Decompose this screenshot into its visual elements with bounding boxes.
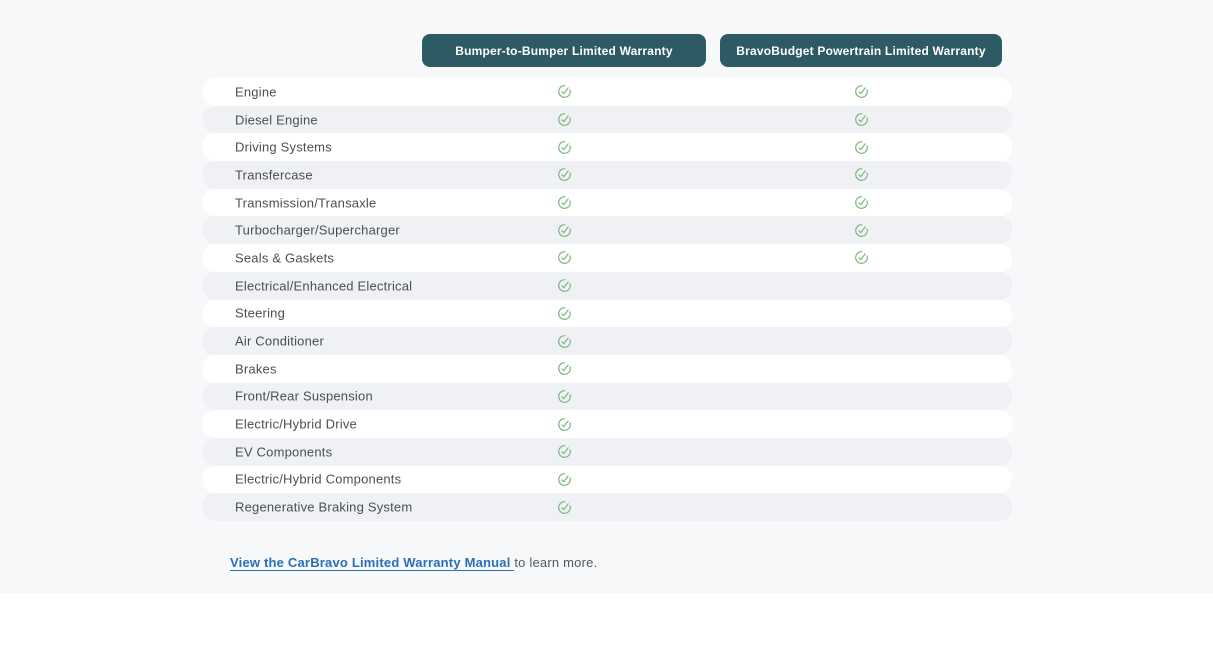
bumper-check-cell — [556, 195, 572, 211]
component-label: Electrical/Enhanced Electrical — [235, 278, 413, 294]
powertrain-check-cell — [853, 139, 869, 155]
check-circle-icon — [854, 196, 868, 210]
check-circle-icon — [854, 251, 868, 265]
column-header-bumper-to-bumper: Bumper-to-Bumper Limited Warranty — [422, 34, 706, 67]
check-circle-icon — [557, 85, 571, 99]
bumper-check-cell — [556, 167, 572, 183]
powertrain-check-cell — [853, 84, 869, 100]
component-label: Transmission/Transaxle — [235, 195, 377, 211]
check-circle-icon — [854, 85, 868, 99]
bumper-check-cell — [556, 222, 572, 238]
check-circle-icon — [557, 334, 571, 348]
bumper-check-cell — [556, 388, 572, 404]
warranty-table: Engine Diesel Engine — [203, 78, 1012, 521]
check-circle-icon — [557, 279, 571, 293]
bumper-check-cell — [556, 444, 572, 460]
component-label: Electric/Hybrid Drive — [235, 416, 357, 432]
component-label: Brakes — [235, 361, 277, 377]
table-row: Electric/Hybrid Components — [203, 465, 1012, 494]
bumper-check-cell — [556, 361, 572, 377]
check-circle-icon — [557, 473, 571, 486]
warranty-manual-link[interactable]: View the CarBravo Limited Warranty Manua… — [230, 555, 515, 570]
component-label: EV Components — [235, 444, 333, 460]
column-header-powertrain: BravoBudget Powertrain Limited Warranty — [720, 34, 1002, 67]
bumper-check-cell — [556, 250, 572, 266]
powertrain-check-cell — [853, 195, 869, 211]
check-circle-icon — [854, 168, 868, 182]
table-row: Engine — [203, 78, 1012, 106]
warranty-manual-note: View the CarBravo Limited Warranty Manua… — [230, 555, 597, 570]
check-circle-icon — [557, 417, 571, 431]
component-label: Seals & Gaskets — [235, 250, 335, 266]
table-row: Seals & Gaskets — [203, 244, 1012, 272]
check-circle-icon — [557, 223, 571, 237]
check-circle-icon — [557, 389, 571, 403]
bumper-check-cell — [556, 305, 572, 321]
powertrain-check-cell — [853, 167, 869, 183]
table-row: Driving Systems — [203, 133, 1012, 162]
component-label: Engine — [235, 84, 277, 100]
bumper-check-cell — [556, 499, 572, 515]
bumper-check-cell — [556, 84, 572, 100]
bumper-check-cell — [556, 416, 572, 432]
bumper-check-cell — [556, 112, 572, 128]
component-label: Air Conditioner — [235, 333, 324, 349]
component-label: Electric/Hybrid Components — [235, 471, 402, 487]
bumper-check-cell — [556, 333, 572, 349]
component-label: Turbocharger/Supercharger — [235, 222, 400, 238]
check-circle-icon — [557, 306, 571, 320]
table-row: Electric/Hybrid Drive — [203, 410, 1012, 438]
component-label: Driving Systems — [235, 139, 332, 155]
component-label: Diesel Engine — [235, 112, 318, 128]
check-circle-icon — [557, 445, 571, 459]
check-circle-icon — [557, 251, 571, 265]
powertrain-check-cell — [853, 112, 869, 128]
check-circle-icon — [854, 140, 868, 154]
check-circle-icon — [557, 500, 571, 514]
warranty-comparison-section: Bumper-to-Bumper Limited Warranty BravoB… — [203, 34, 1012, 570]
check-circle-icon — [557, 113, 571, 126]
bumper-check-cell — [556, 139, 572, 155]
check-circle-icon — [557, 168, 571, 182]
check-circle-icon — [854, 223, 868, 237]
check-circle-icon — [557, 196, 571, 210]
powertrain-check-cell — [853, 222, 869, 238]
table-row: Electrical/Enhanced Electrical — [203, 271, 1012, 300]
table-row: Front/Rear Suspension — [203, 382, 1012, 411]
table-row: Transfercase — [203, 161, 1012, 189]
powertrain-check-cell — [853, 250, 869, 266]
bumper-check-cell — [556, 278, 572, 294]
table-row: Steering — [203, 299, 1012, 328]
check-circle-icon — [557, 362, 571, 376]
table-row: Transmission/Transaxle — [203, 188, 1012, 217]
table-row: Turbocharger/Supercharger — [203, 216, 1012, 245]
table-row: Regenerative Braking System — [203, 493, 1012, 521]
table-row: Air Conditioner — [203, 327, 1012, 355]
component-label: Steering — [235, 305, 286, 321]
component-label: Front/Rear Suspension — [235, 388, 373, 404]
table-row: EV Components — [203, 437, 1012, 466]
bumper-check-cell — [556, 471, 572, 487]
table-row: Brakes — [203, 354, 1012, 383]
component-label: Transfercase — [235, 167, 313, 183]
table-row: Diesel Engine — [203, 105, 1012, 134]
warranty-manual-suffix: to learn more. — [514, 555, 598, 570]
check-circle-icon — [854, 113, 868, 126]
component-label: Regenerative Braking System — [235, 499, 413, 515]
check-circle-icon — [557, 140, 571, 154]
